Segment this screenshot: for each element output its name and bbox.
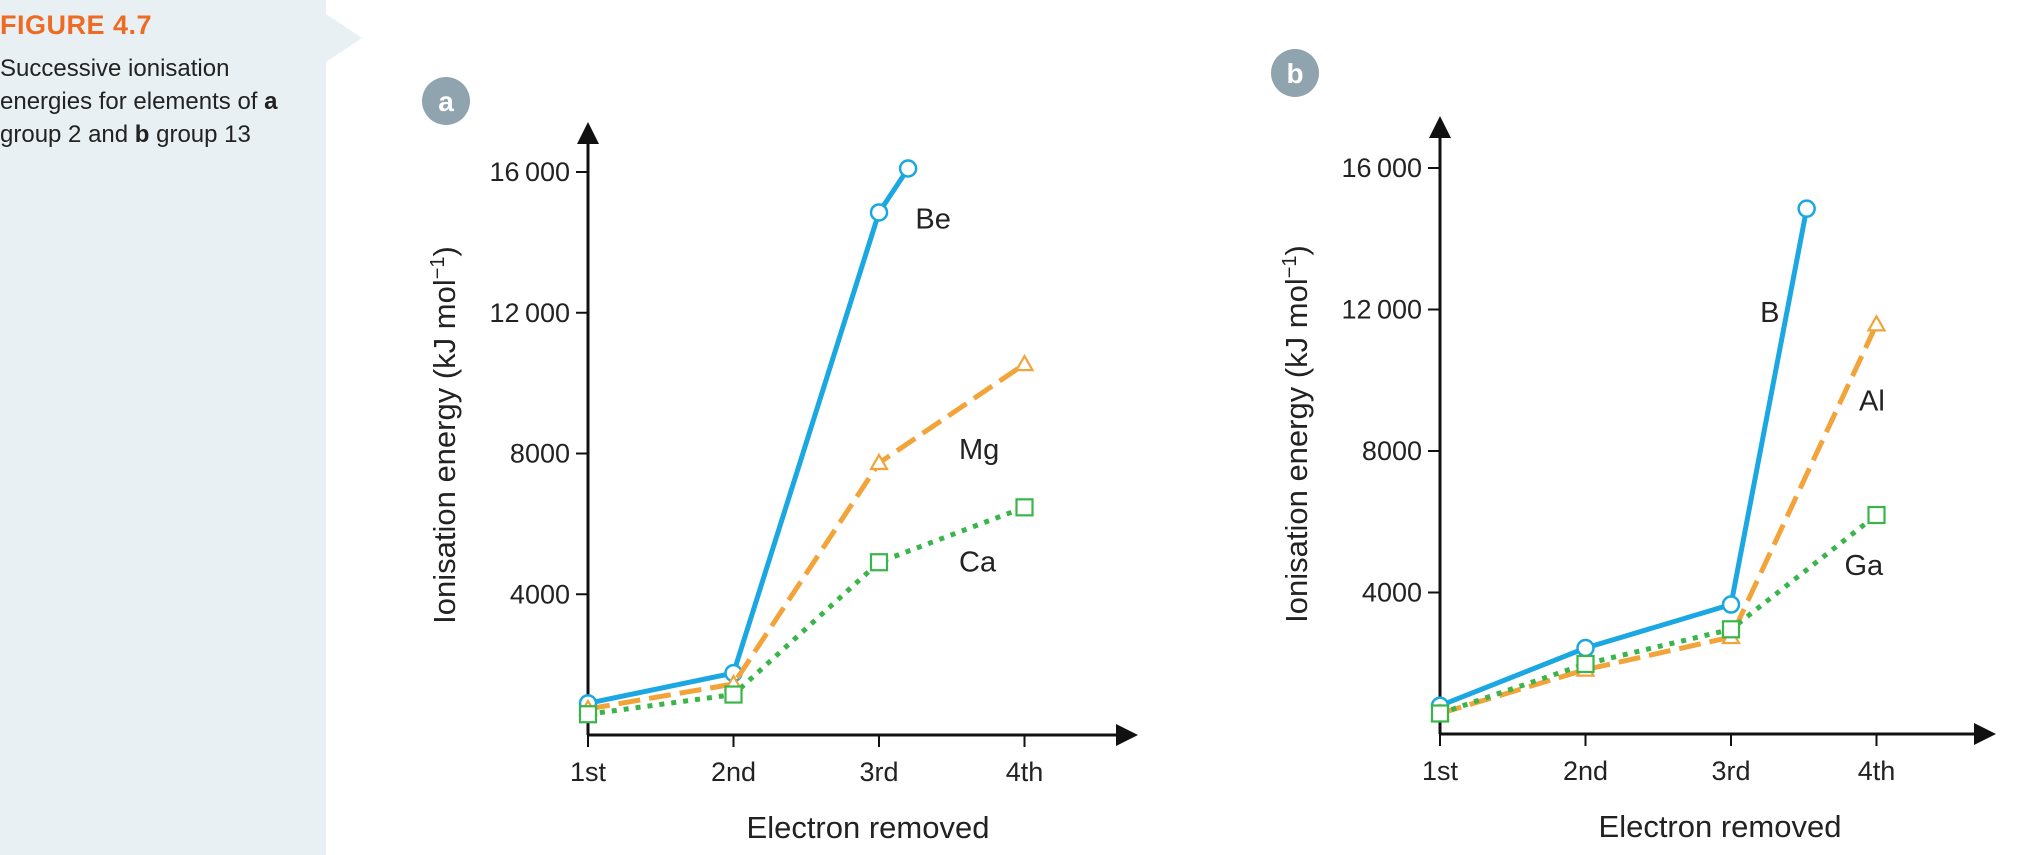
caption-text-1: Successive ionisation energies for eleme… [0,55,265,115]
caption-ref-b: b [134,121,150,148]
x-axis-arrow [1974,723,1996,745]
data-point [1721,620,1741,639]
chart-a: a 4000 8000 12 000 16 000 1st 2nd 3rd 4th Electro… [422,77,1138,845]
caption-text-2: group 2 and [0,121,135,148]
series-label: Ga [1844,550,1884,582]
sidebar-pointer [326,14,362,62]
series-label: Ca [959,546,997,578]
data-point [1576,654,1595,674]
series-Be: Be [578,159,951,713]
data-point [724,685,743,704]
series-Ga: Ga [1430,505,1886,723]
x-axis-arrow [1116,724,1138,746]
y-axis-arrow [1429,116,1451,138]
x-tick-label: 2nd [711,757,756,787]
series-label: Al [1859,385,1885,417]
data-point [1430,704,1450,723]
series-line [587,167,911,706]
y-tick-label: 16 000 [490,157,571,187]
y-tick-label: 16 000 [1342,153,1423,183]
series-Al: Al [1430,314,1887,721]
y-tick-label: 8000 [1362,436,1422,466]
panel-badge [1271,49,1319,97]
y-axis-title: Ionisation energy (kJ mol−1) [427,246,462,624]
y-axis-arrow [577,122,599,144]
series-label: Mg [959,434,999,466]
x-tick-label: 1st [570,757,607,787]
panel-label: a [438,86,454,117]
x-axis-title: Electron removed [747,810,990,845]
series-Mg: Mg [578,353,1035,717]
series-line [1439,208,1810,709]
panel-label: b [1286,58,1303,89]
data-point [1014,353,1035,372]
x-axis-title: Electron removed [1599,809,1842,844]
x-tick-label: 2nd [1563,756,1608,786]
y-tick-label: 12 000 [1342,295,1423,325]
y-axis-title: Ionisation energy (kJ mol−1) [1279,245,1314,623]
panel-badge [422,77,470,125]
y-tick-label: 12 000 [490,298,571,328]
x-tick-label: 4th [1006,757,1044,787]
series-B: B [1430,199,1816,715]
series-Ca: Ca [578,498,1034,724]
series-label: Be [915,203,950,235]
caption-sidebar [0,0,326,855]
data-point [1867,505,1886,525]
chart-b: b 4000 8000 12 000 16 000 1st 2nd 3rd 4th Electro… [1271,49,1996,844]
data-point [869,203,889,222]
caption-text-3: group 13 [149,121,251,148]
x-tick-label: 4th [1858,756,1896,786]
figure-caption: Successive ionisation energies for eleme… [0,52,320,151]
data-point [869,452,889,471]
series-line [1439,513,1879,716]
data-point [1721,595,1741,614]
series-label: B [1760,297,1779,329]
x-tick-label: 3rd [859,757,898,787]
data-point [1866,314,1887,332]
data-point [1797,199,1816,218]
data-point [1015,498,1034,517]
series-line [587,362,1026,712]
figure-label: FIGURE 4.7 [0,10,153,40]
x-tick-label: 1st [1422,756,1459,786]
x-tick-label: 3rd [1711,756,1750,786]
caption-ref-a: a [264,88,278,115]
series-line [1439,323,1879,716]
data-point [898,159,918,178]
series-line [587,504,1026,717]
data-point [578,705,598,724]
y-tick-label: 4000 [1362,578,1422,608]
data-point [869,553,889,572]
y-tick-label: 8000 [510,439,570,469]
data-point [1576,638,1595,658]
y-tick-label: 4000 [510,579,570,609]
